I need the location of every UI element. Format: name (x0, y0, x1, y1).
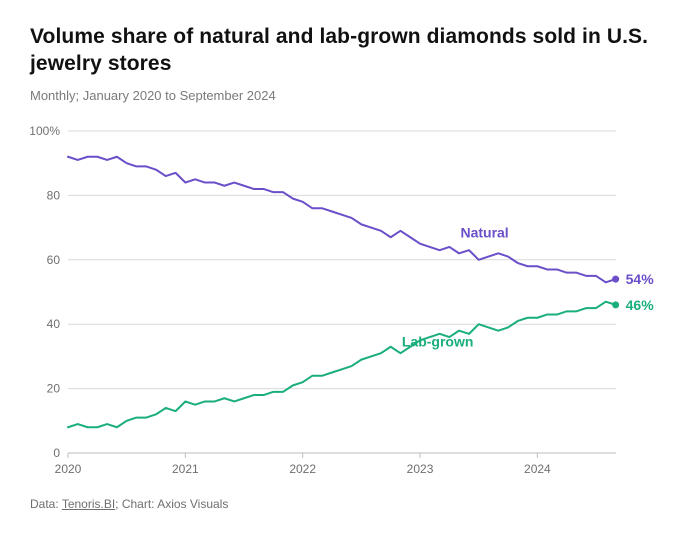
footer-suffix: ; Chart: Axios Visuals (115, 497, 228, 511)
series-label-natural: Natural (460, 224, 508, 240)
x-axis-tick: 2024 (524, 462, 551, 476)
chart-plot: 0 20 40 60 80 100% 2020 2021 2022 2023 2024 54% Natu… (30, 121, 670, 481)
y-axis-tick: 0 (53, 446, 60, 460)
y-axis-tick: 100% (30, 124, 60, 138)
chart-footer: Data: Tenoris.BI; Chart: Axios Visuals (30, 497, 670, 511)
y-axis-tick: 60 (47, 253, 61, 267)
x-axis-tick: 2020 (55, 462, 82, 476)
series-end-label-natural: 54% (626, 271, 655, 287)
chart-title: Volume share of natural and lab-grown di… (30, 24, 670, 78)
series-end-marker-lab-grown (612, 301, 619, 308)
x-axis-tick: 2021 (172, 462, 199, 476)
chart-container: Volume share of natural and lab-grown di… (0, 0, 700, 541)
x-axis-tick: 2023 (407, 462, 434, 476)
footer-source-link[interactable]: Tenoris.BI (62, 497, 115, 511)
chart-svg: 0 20 40 60 80 100% 2020 2021 2022 2023 2024 54% Natu… (30, 121, 670, 481)
footer-prefix: Data: (30, 497, 62, 511)
y-axis-tick: 80 (47, 188, 61, 202)
y-axis-tick: 40 (47, 317, 61, 331)
y-axis-tick: 20 (47, 381, 61, 395)
x-axis-tick: 2022 (289, 462, 316, 476)
series-end-marker-natural (612, 275, 619, 282)
chart-subtitle: Monthly; January 2020 to September 2024 (30, 88, 670, 103)
series-line-lab-grown (68, 301, 616, 427)
series-line-natural (68, 157, 616, 283)
series-end-label-lab-grown: 46% (626, 297, 655, 313)
series-label-lab-grown: Lab-grown (402, 333, 474, 349)
